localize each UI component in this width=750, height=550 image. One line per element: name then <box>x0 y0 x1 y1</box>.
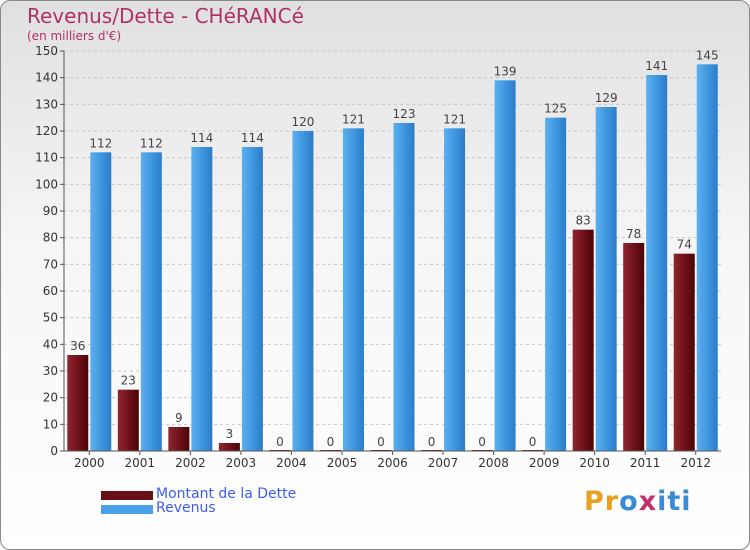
bar-debt <box>673 253 695 451</box>
data-label-revenus: 112 <box>140 136 163 150</box>
bar-debt <box>117 389 139 451</box>
data-label-revenus: 123 <box>393 107 416 121</box>
y-tick-label: 80 <box>43 231 58 245</box>
legend-label-debt: Montant de la Dette <box>156 486 297 502</box>
data-label-revenus: 114 <box>190 131 213 145</box>
y-tick-label: 40 <box>43 337 58 351</box>
bar-debt <box>168 427 190 451</box>
data-label-debt: 9 <box>175 411 183 425</box>
y-tick-label: 140 <box>35 71 58 85</box>
legend-swatch-revenus <box>101 505 153 514</box>
y-tick-label: 150 <box>35 44 58 58</box>
data-label-debt: 23 <box>121 374 136 388</box>
y-tick-label: 130 <box>35 97 58 111</box>
bar-revenus <box>140 152 162 452</box>
data-label-debt: 0 <box>428 435 436 449</box>
bar-revenus <box>444 128 466 451</box>
bar-revenus <box>393 123 415 451</box>
x-tick-label: 2001 <box>125 456 156 470</box>
logo-letter: i <box>681 486 692 517</box>
legend-label-revenus: Revenus <box>156 500 216 516</box>
y-tick-label: 70 <box>43 257 58 271</box>
data-label-debt: 0 <box>377 435 385 449</box>
logo-letter: P <box>584 486 605 517</box>
data-label-debt: 0 <box>327 435 335 449</box>
chart-subtitle: (en milliers d'€) <box>27 29 122 43</box>
bar-revenus <box>646 75 668 451</box>
data-label-debt: 0 <box>478 435 486 449</box>
x-tick-label: 2004 <box>276 456 307 470</box>
y-tick-label: 10 <box>43 417 58 431</box>
x-tick-label: 2000 <box>74 456 105 470</box>
data-label-debt: 78 <box>626 227 641 241</box>
y-tick-label: 0 <box>50 444 58 458</box>
bar-revenus <box>90 152 112 452</box>
data-label-revenus: 112 <box>89 136 112 150</box>
bar-debt <box>67 355 89 451</box>
chart-title: Revenus/Dette - CHéRANCé <box>27 4 304 28</box>
y-tick-label: 110 <box>35 151 58 165</box>
data-label-revenus: 120 <box>291 115 314 129</box>
data-label-debt: 83 <box>576 214 591 228</box>
x-tick-label: 2012 <box>680 456 711 470</box>
y-tick-label: 60 <box>43 284 58 298</box>
data-label-debt: 36 <box>70 339 85 353</box>
data-label-debt: 0 <box>276 435 284 449</box>
bar-revenus <box>292 131 314 451</box>
data-label-debt: 74 <box>677 238 692 252</box>
x-tick-label: 2011 <box>630 456 661 470</box>
data-label-revenus: 139 <box>494 64 517 78</box>
y-tick-label: 100 <box>35 177 58 191</box>
bar-revenus <box>342 128 364 451</box>
y-tick-label: 120 <box>35 124 58 138</box>
x-tick-label: 2005 <box>327 456 358 470</box>
y-tick-label: 50 <box>43 311 58 325</box>
logo-letter: t <box>667 486 682 517</box>
logo-letter: i <box>657 486 668 517</box>
x-tick-label: 2010 <box>579 456 610 470</box>
x-tick-label: 2009 <box>529 456 560 470</box>
x-tick-label: 2002 <box>175 456 206 470</box>
data-label-debt: 3 <box>226 427 234 441</box>
logo-letter: r <box>604 486 620 517</box>
data-label-revenus: 129 <box>595 91 618 105</box>
bar-revenus <box>595 107 617 451</box>
bar-revenus <box>494 80 516 451</box>
bar-debt <box>572 229 594 451</box>
y-tick-label: 30 <box>43 364 58 378</box>
x-tick-label: 2006 <box>377 456 408 470</box>
bar-debt <box>218 443 240 451</box>
logo-letter: o <box>619 486 639 517</box>
bar-revenus <box>545 117 567 452</box>
y-tick-label: 20 <box>43 391 58 405</box>
x-tick-label: 2003 <box>226 456 257 470</box>
y-tick-label: 90 <box>43 204 58 218</box>
data-label-revenus: 121 <box>342 112 365 126</box>
x-tick-label: 2007 <box>428 456 459 470</box>
proxiti-logo: Proxiti <box>584 486 692 517</box>
data-label-revenus: 125 <box>544 102 567 116</box>
data-label-revenus: 114 <box>241 131 264 145</box>
data-label-revenus: 121 <box>443 112 466 126</box>
x-tick-label: 2008 <box>478 456 509 470</box>
data-label-revenus: 145 <box>696 48 719 62</box>
bar-debt <box>623 243 645 451</box>
bar-revenus <box>696 64 718 452</box>
data-label-debt: 0 <box>529 435 537 449</box>
bar-revenus <box>241 147 263 451</box>
legend-swatch-debt <box>101 491 153 500</box>
data-label-revenus: 141 <box>645 59 668 73</box>
logo-letter: x <box>638 486 658 517</box>
bar-revenus <box>191 147 213 451</box>
